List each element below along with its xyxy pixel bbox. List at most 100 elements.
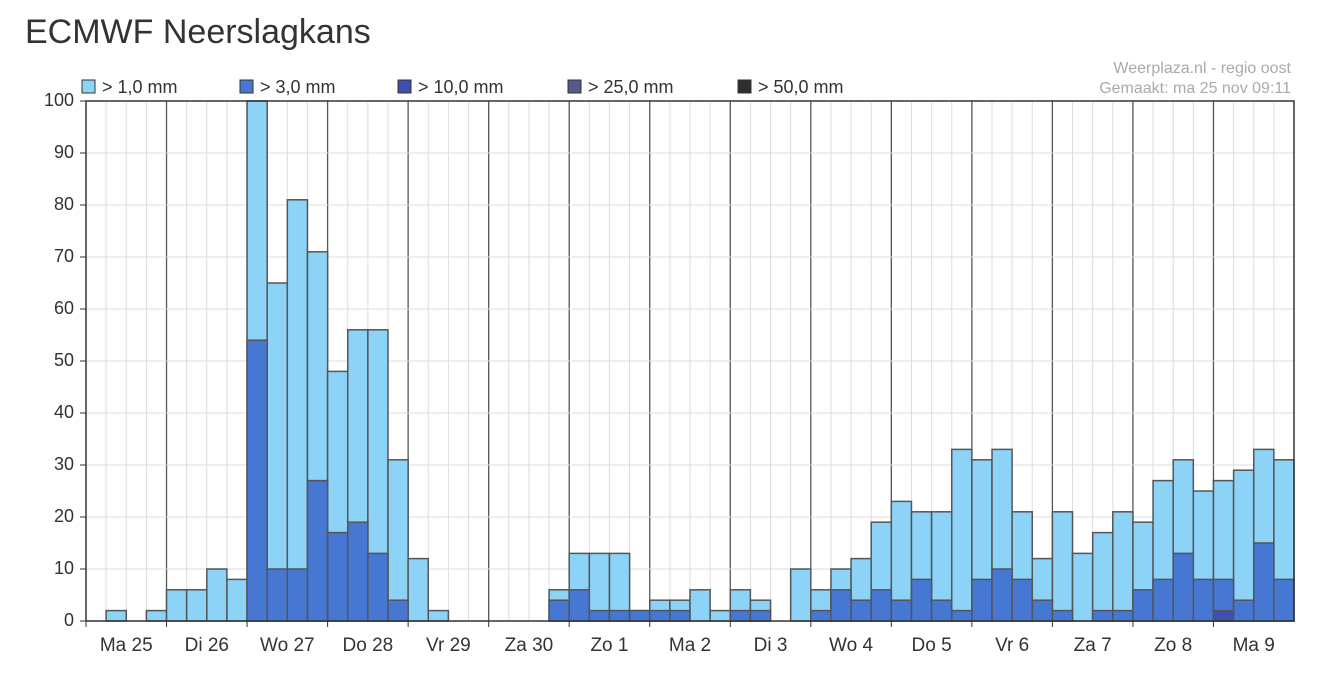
x-tick-label: Di 3 [754, 635, 788, 656]
bar [206, 568, 228, 622]
bar [286, 568, 309, 622]
bar [749, 609, 772, 622]
bar [689, 589, 711, 622]
bar [568, 589, 591, 622]
bar [1051, 609, 1074, 622]
legend-label: > 25,0 mm [588, 77, 674, 97]
x-tick-label: Wo 4 [829, 635, 873, 656]
bar [910, 578, 933, 622]
bar [1051, 511, 1074, 622]
y-tick-label: 60 [54, 298, 74, 318]
legend-swatch [81, 79, 96, 94]
bar [185, 589, 208, 622]
y-tick-label: 100 [44, 90, 74, 110]
x-tick-label: Wo 27 [260, 635, 315, 656]
y-tick-label: 10 [54, 558, 74, 578]
y-tick-label: 80 [54, 194, 74, 214]
bar [608, 609, 631, 622]
legend-swatch [737, 79, 752, 94]
x-tick-label: Do 5 [912, 635, 952, 656]
bar [1112, 609, 1134, 622]
bar [991, 568, 1013, 622]
bar [890, 599, 913, 622]
legend-swatch [239, 79, 254, 94]
legend-label: > 3,0 mm [260, 77, 336, 97]
y-tick-label: 50 [54, 350, 74, 370]
x-tick-label: Ma 2 [669, 635, 711, 656]
created: Gemaakt: ma 25 nov 09:11 [1099, 80, 1291, 97]
bar [548, 599, 570, 622]
bar [1273, 578, 1295, 622]
y-tick-label: 90 [54, 142, 74, 162]
bar [226, 578, 248, 622]
x-tick-label: Di 26 [185, 635, 229, 656]
bar [286, 199, 309, 622]
x-tick-label: Vr 29 [426, 635, 471, 656]
bar [1172, 552, 1195, 622]
bar [145, 609, 168, 622]
bar [810, 609, 832, 622]
x-tick-label: Vr 6 [995, 635, 1029, 656]
legend-swatch [397, 79, 412, 94]
y-tick-label: 30 [54, 454, 74, 474]
bar [971, 578, 993, 622]
bar [105, 609, 128, 622]
bar [588, 609, 611, 622]
bar [628, 609, 651, 622]
bar [1232, 469, 1255, 622]
x-tick-label: Ma 25 [100, 635, 153, 656]
bar [1192, 578, 1215, 622]
bar [306, 479, 329, 622]
bar [870, 589, 893, 622]
x-tick-label: Ma 9 [1233, 635, 1275, 656]
bar [950, 448, 973, 622]
bar [709, 609, 732, 622]
bar [1132, 589, 1154, 622]
bar [1071, 552, 1094, 622]
bar [830, 589, 852, 622]
x-tick-label: Za 7 [1074, 635, 1112, 656]
bar [165, 589, 188, 622]
legend-swatch [567, 79, 582, 94]
x-tick-label: Za 30 [505, 635, 554, 656]
bar [789, 568, 812, 622]
bar [1212, 609, 1235, 622]
chart-title: ECMWF Neerslagkans [25, 13, 371, 51]
bar [1091, 531, 1114, 622]
y-tick-label: 70 [54, 246, 74, 266]
y-tick-label: 20 [54, 506, 74, 526]
y-tick-label: 0 [64, 610, 74, 630]
bar [1232, 599, 1255, 622]
legend-label: > 10,0 mm [418, 77, 504, 97]
bar [246, 339, 268, 622]
bar [427, 609, 450, 622]
bar [1252, 542, 1275, 622]
bar [407, 557, 430, 622]
x-tick-label: Do 28 [343, 635, 394, 656]
bar [1152, 578, 1174, 622]
x-tick-label: Zo 1 [590, 635, 628, 656]
bar [1031, 599, 1054, 622]
bar [950, 609, 973, 622]
legend-label: > 1,0 mm [102, 77, 178, 97]
bar [1112, 511, 1134, 622]
bar [729, 609, 752, 622]
plot-frame [85, 100, 1295, 622]
bar [326, 531, 349, 622]
bar [850, 599, 872, 622]
bar [387, 459, 409, 622]
bar [367, 552, 389, 622]
bar [648, 609, 671, 622]
legend-label: > 50,0 mm [758, 77, 844, 97]
bar [930, 599, 953, 622]
bar [266, 568, 289, 622]
bar [1091, 609, 1114, 622]
bar [387, 599, 409, 622]
bar [1011, 578, 1034, 622]
bar [346, 521, 369, 622]
source: Weerplaza.nl - regio oost [1113, 60, 1291, 77]
y-tick-label: 40 [54, 402, 74, 422]
x-tick-label: Zo 8 [1154, 635, 1192, 656]
bar [669, 609, 691, 622]
